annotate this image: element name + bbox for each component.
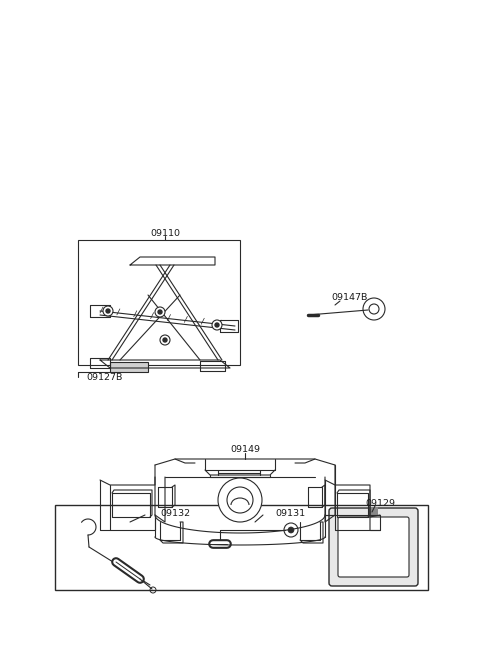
Circle shape <box>106 309 110 313</box>
FancyBboxPatch shape <box>338 517 409 577</box>
Bar <box>78 240 240 365</box>
Circle shape <box>215 323 219 327</box>
Text: 09130: 09130 <box>230 493 260 502</box>
Circle shape <box>212 320 222 330</box>
Text: 09127B: 09127B <box>87 373 123 381</box>
Circle shape <box>158 310 162 314</box>
Bar <box>110 362 148 372</box>
Circle shape <box>163 338 167 342</box>
Text: 09132: 09132 <box>160 508 190 517</box>
Circle shape <box>103 306 113 316</box>
Text: 09110: 09110 <box>150 229 180 238</box>
Bar <box>55 505 428 590</box>
Text: 09149: 09149 <box>230 445 260 455</box>
Circle shape <box>160 335 170 345</box>
Text: 09147B: 09147B <box>332 293 368 301</box>
Text: 09129: 09129 <box>365 498 395 508</box>
Bar <box>368 507 378 515</box>
Circle shape <box>155 307 165 317</box>
Circle shape <box>218 478 262 522</box>
FancyBboxPatch shape <box>329 508 418 586</box>
Text: 09131: 09131 <box>275 508 305 517</box>
Circle shape <box>288 527 294 533</box>
